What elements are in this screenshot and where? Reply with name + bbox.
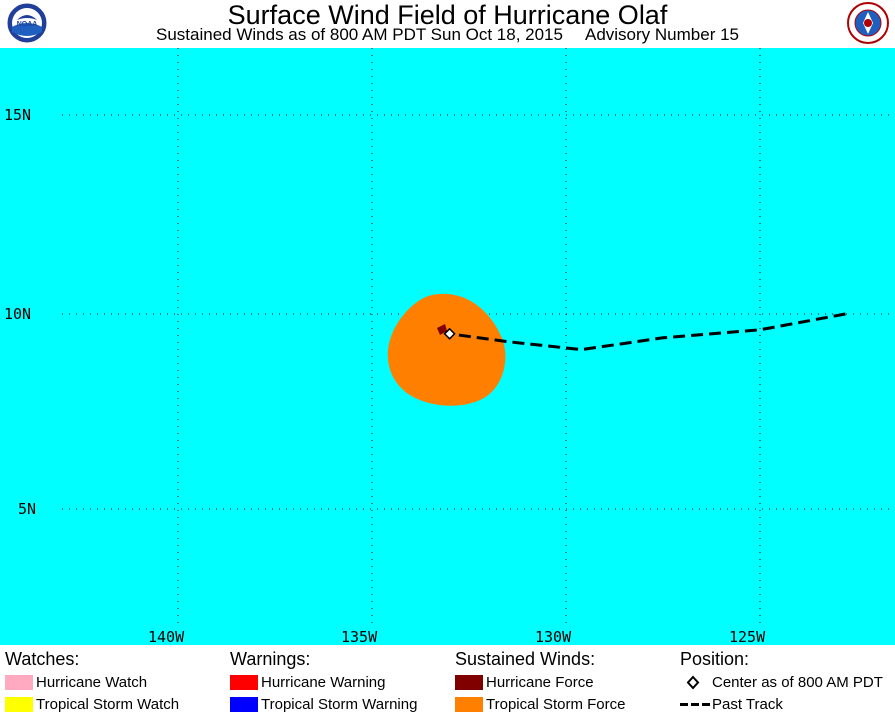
hurricane-wind-field (437, 324, 447, 335)
tropical-storm-warning-label: Tropical Storm Warning (261, 696, 418, 713)
subtitle-advisory: Advisory Number 15 (584, 25, 739, 44)
legend-item-tropical-storm-watch: Tropical Storm Watch (5, 695, 179, 715)
tropical-storm-force-swatch (455, 696, 483, 712)
legend: Watches: Hurricane Watch Tropical Storm … (0, 645, 895, 716)
subtitle-time: Sustained Winds as of 800 AM PDT Sun Oct… (156, 25, 563, 44)
legend-watches-title: Watches: (5, 649, 80, 669)
lat-label-10n: 10N (4, 305, 31, 323)
diamond-icon (680, 675, 710, 690)
tropical-storm-warning-swatch (230, 696, 258, 712)
hurricane-watch-swatch (5, 674, 33, 690)
wind-field-map: 15N 10N 5N 140W 135W 130W 125W (0, 48, 895, 645)
hurricane-warning-label: Hurricane Warning (261, 674, 386, 691)
lon-label-125w: 125W (729, 628, 766, 645)
past-track-line (449, 312, 846, 352)
hurricane-force-label: Hurricane Force (486, 674, 594, 691)
legend-watches: Watches: Hurricane Watch Tropical Storm … (5, 649, 220, 715)
lat-label-15n: 15N (4, 106, 31, 124)
legend-item-tropical-storm-force: Tropical Storm Force (455, 695, 625, 715)
storm-center-marker (443, 327, 456, 340)
legend-item-past-track: Past Track (680, 695, 783, 715)
graticule (62, 48, 895, 628)
legend-item-hurricane-watch: Hurricane Watch (5, 673, 147, 693)
center-label: Center as of 800 AM PDT (712, 674, 883, 691)
legend-position-title: Position: (680, 649, 750, 669)
lon-label-130w: 130W (535, 628, 572, 645)
legend-sustained-winds: Sustained Winds: Hurricane Force Tropica… (455, 649, 670, 715)
legend-item-hurricane-force: Hurricane Force (455, 673, 594, 693)
legend-warnings: Warnings: Hurricane Warning Tropical Sto… (230, 649, 445, 715)
legend-warnings-title: Warnings: (230, 649, 311, 669)
tropical-storm-wind-field (387, 293, 506, 406)
map-subtitle: Sustained Winds as of 800 AM PDT Sun Oct… (0, 25, 895, 45)
legend-winds-title: Sustained Winds: (455, 649, 596, 669)
hurricane-watch-label: Hurricane Watch (36, 674, 148, 691)
noaa-logo-text: NOAA (17, 21, 38, 28)
map-title: Surface Wind Field of Hurricane Olaf (227, 0, 668, 30)
noaa-logo-icon: NOAA (6, 2, 48, 44)
legend-item-tropical-storm-warning: Tropical Storm Warning (230, 695, 417, 715)
legend-item-center: Center as of 800 AM PDT (680, 673, 883, 693)
lon-label-135w: 135W (341, 628, 378, 645)
tropical-storm-watch-label: Tropical Storm Watch (36, 696, 180, 713)
nws-logo-icon (847, 2, 889, 44)
tropical-storm-watch-swatch (5, 696, 33, 712)
hurricane-warning-swatch (230, 674, 258, 690)
legend-item-hurricane-warning: Hurricane Warning (230, 673, 386, 693)
lon-label-140w: 140W (148, 628, 185, 645)
hurricane-force-swatch (455, 674, 483, 690)
lat-label-5n: 5N (18, 500, 36, 518)
dashed-line-icon (680, 697, 710, 712)
legend-position: Position: Center as of 800 AM PDT Past T… (680, 649, 892, 715)
tropical-storm-force-label: Tropical Storm Force (486, 696, 626, 713)
past-track-label: Past Track (712, 696, 783, 713)
